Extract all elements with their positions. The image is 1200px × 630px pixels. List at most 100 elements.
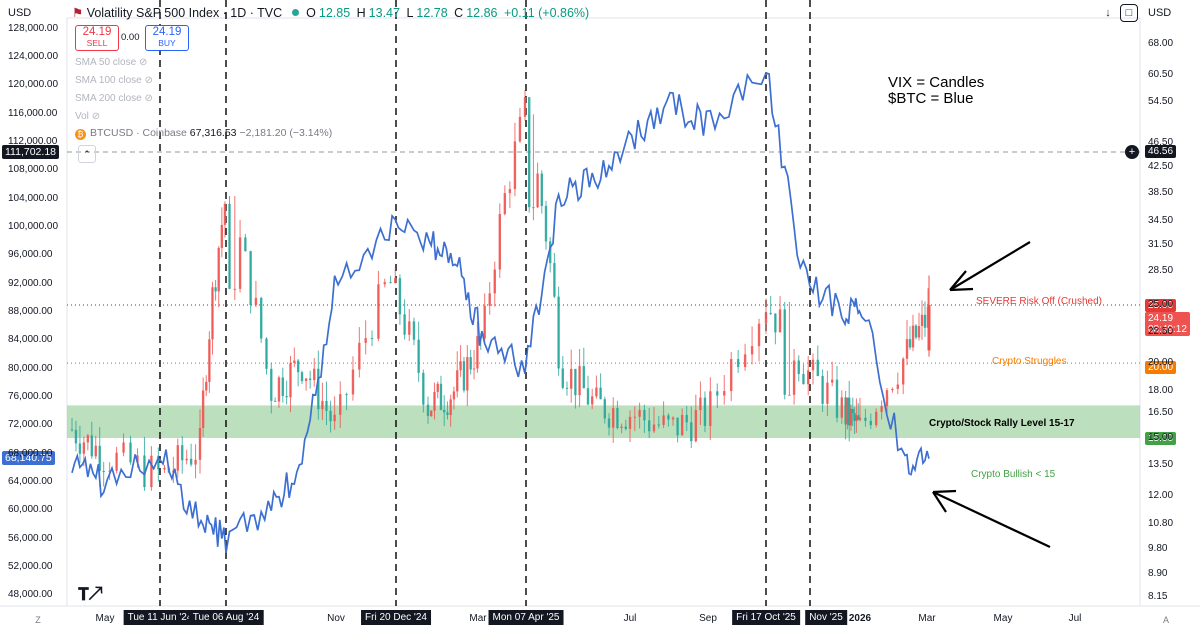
vix-candle	[565, 387, 569, 389]
indicator-sma100[interactable]: SMA 100 close ⊘	[75, 75, 153, 86]
vix-candle	[778, 309, 782, 333]
vix-candle	[339, 394, 342, 415]
vix-candle	[498, 214, 501, 270]
left-axis-tick: 60,000.00	[8, 504, 53, 516]
right-axis-tick: 10.80	[1148, 517, 1174, 529]
vix-candle	[503, 193, 507, 215]
left-axis-tick: 112,000.00	[8, 135, 58, 147]
eye-hidden-icon[interactable]: ⊘	[138, 57, 148, 68]
left-axis-tick: 64,000.00	[8, 476, 53, 488]
right-axis-tick: 28.50	[1148, 264, 1174, 276]
vix-candle	[163, 467, 166, 470]
eye-hidden-icon[interactable]: ⊘	[144, 75, 153, 86]
indicator-vol[interactable]: Vol ⊘	[75, 111, 101, 122]
vix-candle	[285, 396, 288, 398]
eye-hidden-icon[interactable]: ⊘	[144, 93, 153, 104]
right-axis-tick: 8.15	[1148, 590, 1168, 602]
level-25-tag: 25.00	[1145, 299, 1177, 312]
vix-candle	[281, 377, 284, 397]
indicator-sma200[interactable]: SMA 200 close ⊘	[75, 93, 153, 104]
crypto-bullish-label: Crypto Bullish < 15	[971, 469, 1056, 480]
vix-candle	[518, 116, 522, 142]
symbol-title: Volatility S&P 500 Index · 1D · TVC	[86, 6, 283, 20]
legend-annotation: VIX = Candles $BTC = Blue	[888, 75, 984, 107]
vix-candle	[483, 305, 486, 339]
auto-scale-icon[interactable]: A	[1162, 615, 1169, 625]
x-axis-tick: May	[95, 613, 115, 624]
left-currency-label[interactable]: USD	[8, 7, 32, 19]
vix-candle	[855, 415, 858, 421]
vix-candle	[816, 359, 819, 377]
right-axis-tick: 68.00	[1148, 38, 1174, 50]
x-axis-tick: Mar	[469, 613, 487, 624]
eye-hidden-icon[interactable]: ⊘	[91, 111, 101, 122]
vix-candle	[624, 426, 627, 429]
vix-candle	[851, 408, 854, 414]
vix-candle	[488, 293, 491, 306]
vix-candle	[181, 445, 184, 461]
vix-candle	[214, 287, 217, 292]
vix-candle	[157, 455, 160, 470]
vix-candle	[723, 391, 726, 396]
vix-candle	[228, 203, 231, 289]
vix-candle	[466, 357, 469, 391]
sell-price: 24.19	[82, 26, 112, 38]
right-currency-label[interactable]: USD	[1148, 7, 1172, 19]
x-axis-tick: Jul	[1068, 613, 1082, 624]
left-axis-tick: 108,000.00	[8, 164, 59, 176]
left-axis-tick: 48,000.00	[8, 589, 53, 601]
download-icon[interactable]: ↓	[1105, 7, 1111, 19]
vix-candle	[757, 323, 761, 347]
left-axis-tick: 56,000.00	[8, 532, 53, 544]
vix-candle	[821, 376, 824, 404]
vix-candle	[436, 383, 439, 392]
sell-button[interactable]: 24.19 SELL	[75, 25, 119, 51]
vix-candle	[439, 383, 443, 410]
vix-candle	[607, 418, 611, 428]
spread-value: 0.00	[121, 32, 140, 43]
vix-candle	[313, 368, 316, 381]
level-20-tag: 20.00	[1145, 361, 1177, 374]
vix-candle	[671, 417, 675, 420]
x-axis-event-label: Fri 17 Oct '25	[732, 610, 800, 625]
legend-line-2: $BTC = Blue	[888, 90, 974, 107]
change-value: +0.11 (+0.86%)	[503, 6, 590, 20]
vix-candle	[205, 381, 208, 391]
right-axis-tick: 46.50	[1148, 137, 1174, 149]
fullscreen-icon[interactable]: □	[1120, 4, 1138, 22]
vix-candle	[875, 411, 878, 426]
vix-candle	[244, 237, 247, 252]
add-level-icon[interactable]: +	[1125, 145, 1139, 159]
btc-overlay-legend[interactable]: ₿ BTCUSD · Coinbase 67,316.53 −2,181.20 (…	[75, 127, 332, 140]
vix-candle	[902, 358, 905, 385]
vix-candle	[370, 338, 374, 340]
buy-button[interactable]: 24.19 BUY	[145, 25, 189, 51]
vix-candle	[508, 189, 512, 194]
vix-candle	[826, 382, 829, 404]
vix-candle	[136, 455, 139, 463]
vix-candle	[620, 426, 623, 429]
zoom-z-icon[interactable]: Z	[35, 615, 41, 625]
vix-candle	[476, 336, 479, 369]
vix-candle	[462, 361, 466, 391]
vix-candle	[185, 458, 188, 461]
right-axis-tick: 9.80	[1148, 542, 1168, 554]
vix-candle	[662, 415, 665, 425]
vix-candle	[595, 387, 598, 397]
vix-candle	[86, 435, 90, 443]
vix-candle	[783, 309, 786, 395]
vix-candle	[716, 391, 719, 396]
vix-candle	[599, 387, 602, 400]
left-axis-tick: 76,000.00	[8, 391, 53, 402]
vix-candle	[443, 409, 446, 413]
vix-candle	[831, 379, 834, 383]
vix-candle	[914, 325, 918, 338]
vix-candle	[680, 414, 684, 436]
indicator-sma50[interactable]: SMA 50 close ⊘	[75, 57, 148, 68]
vix-candle	[270, 368, 273, 401]
left-axis-tick: 68,000.00	[8, 447, 53, 459]
vix-candle	[849, 408, 853, 426]
collapse-chevron-icon[interactable]: ⌃	[78, 145, 96, 163]
vix-candle	[265, 338, 268, 369]
